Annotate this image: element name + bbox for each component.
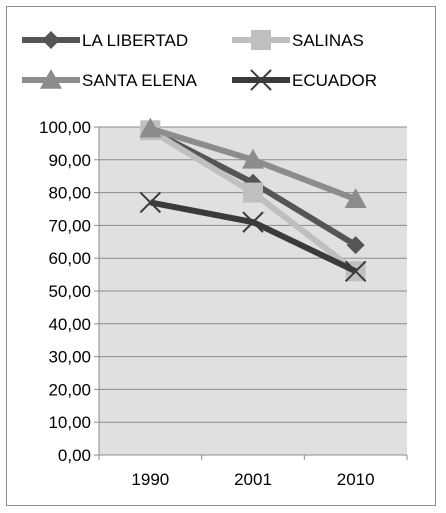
data-point-ecuador xyxy=(242,211,264,233)
legend-item-santa-elena: SANTA ELENA xyxy=(22,69,198,90)
data-point-santa-elena xyxy=(344,188,367,208)
data-point-ecuador xyxy=(344,260,367,283)
legend-label: SANTA ELENA xyxy=(82,71,198,90)
y-tick-label: 50,00 xyxy=(48,282,91,301)
y-tick-label: 100,00 xyxy=(39,118,91,137)
legend-item-salinas: SALINAS xyxy=(232,30,364,50)
data-point-santa-elena xyxy=(242,148,264,169)
data-point-salinas xyxy=(243,182,263,203)
y-tick-label: 20,00 xyxy=(48,380,91,399)
y-tick-label: 0,00 xyxy=(58,446,91,465)
y-tick-label: 90,00 xyxy=(48,151,91,170)
x-tick-label: 1990 xyxy=(131,470,169,489)
y-tick-label: 30,00 xyxy=(48,348,91,367)
series-group xyxy=(139,117,367,283)
legend-item-ecuador: ECUADOR xyxy=(232,69,377,91)
x-tick-label: 2010 xyxy=(337,470,375,489)
legend-item-la-libertad: LA LIBERTAD xyxy=(22,31,188,50)
y-tick-label: 10,00 xyxy=(48,413,91,432)
data-point-la-libertad xyxy=(346,236,365,255)
legend-swatch-marker xyxy=(42,31,60,49)
legend-swatch-marker xyxy=(251,30,271,50)
legend-label: SALINAS xyxy=(292,31,364,50)
tick-labels: 0,00 10,00 20,00 30,00 40,00 50,00 60,00 70,00 8… xyxy=(39,118,375,489)
legend: LA LIBERTAD SALINAS SANTA ELENA ECUADOR xyxy=(22,30,377,91)
data-point-santa-elena xyxy=(139,117,162,138)
y-tick-label: 60,00 xyxy=(48,249,91,268)
y-tick-label: 70,00 xyxy=(48,216,91,235)
legend-label: LA LIBERTAD xyxy=(82,31,188,50)
axes xyxy=(98,127,408,460)
y-tick-label: 80,00 xyxy=(48,184,91,203)
y-tick-label: 40,00 xyxy=(48,315,91,334)
x-tick-label: 2001 xyxy=(234,470,272,489)
legend-label: ECUADOR xyxy=(292,71,377,90)
data-point-ecuador xyxy=(139,191,162,214)
legend-swatch-marker xyxy=(250,69,272,91)
legend-swatch-marker xyxy=(40,69,62,89)
